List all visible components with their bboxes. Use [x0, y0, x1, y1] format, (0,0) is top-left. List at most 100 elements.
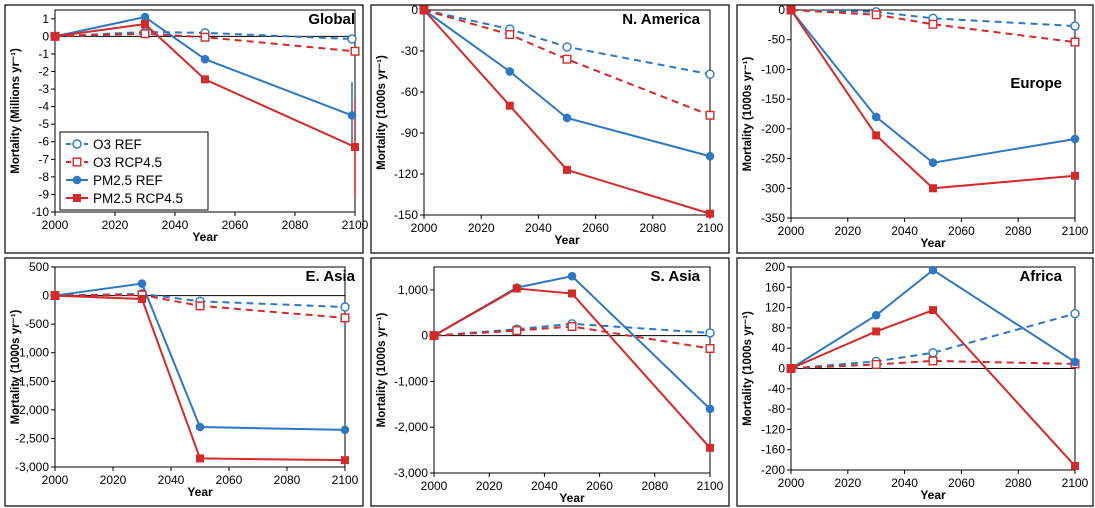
y-tick-label: -3,000	[394, 466, 428, 480]
x-axis-label: Year	[920, 236, 946, 250]
panel-frame	[736, 4, 1094, 254]
data-point	[137, 279, 147, 288]
data-point	[787, 364, 795, 373]
x-tick-label: 2080	[639, 221, 666, 235]
legend-label: PM2.5 RCP4.5	[93, 191, 183, 206]
series-line	[423, 9, 711, 117]
y-tick-label: -160	[761, 443, 785, 457]
y-tick-label: -7	[38, 152, 49, 166]
y-tick-label: 0	[42, 29, 49, 43]
plot-area	[433, 266, 711, 474]
x-tick-label: 2020	[100, 473, 127, 487]
x-axis-label: Year	[920, 488, 946, 502]
x-tick-label: 2060	[586, 479, 613, 493]
x-tick-label: 2040	[158, 473, 185, 487]
data-point	[1070, 357, 1080, 367]
y-tick-label: -120	[761, 422, 785, 436]
data-point	[1070, 134, 1080, 144]
y-tick-label: -9	[38, 187, 49, 201]
y-tick-label: -3	[38, 82, 49, 96]
y-tick-label: -1,000	[394, 374, 428, 388]
x-tick-label: 2100	[697, 479, 724, 493]
series-line	[790, 9, 1076, 44]
y-tick-label: -50	[768, 33, 786, 47]
chart-panel-4: 5000-500-1,000-1,500-2,000-2,500-3,00020…	[4, 257, 364, 507]
panel-frame	[4, 4, 364, 254]
y-tick-label: -5	[38, 117, 49, 131]
y-tick-label: -150	[761, 92, 785, 106]
legend-marker	[72, 157, 82, 167]
x-tick-label: 2000	[421, 479, 448, 493]
y-tick-label: -300	[761, 181, 785, 195]
data-point	[347, 34, 357, 44]
data-point	[705, 110, 715, 120]
x-axis-label: Year	[559, 491, 585, 505]
y-tick-label: -90	[401, 126, 419, 140]
series-line	[433, 287, 711, 449]
y-tick-label: -80	[768, 402, 786, 416]
y-tick-label: -120	[394, 167, 418, 181]
y-tick-label: 1	[42, 12, 49, 26]
data-point	[201, 75, 209, 84]
y-tick-label: -2,000	[394, 420, 428, 434]
y-tick-label: -200	[761, 463, 785, 477]
data-point	[567, 322, 577, 332]
data-point	[563, 165, 571, 174]
series-line	[433, 325, 711, 350]
data-point	[505, 30, 515, 40]
x-tick-label: 2040	[891, 476, 918, 490]
series-line	[790, 308, 1076, 467]
y-tick-label: 500	[29, 260, 49, 274]
y-tick-label: -10	[32, 205, 50, 219]
y-tick-label: -60	[401, 85, 419, 99]
data-point	[562, 42, 572, 52]
series-line	[54, 293, 346, 319]
data-point	[928, 158, 938, 168]
panel-title: Europe	[1010, 75, 1062, 92]
x-tick-label: 2000	[778, 224, 805, 238]
legend-marker	[73, 194, 81, 202]
data-point	[140, 29, 150, 39]
x-tick-label: 2080	[1005, 224, 1032, 238]
data-point	[562, 54, 572, 64]
y-tick-label: -1,500	[15, 374, 49, 388]
data-point	[505, 67, 515, 76]
x-tick-label: 2040	[891, 224, 918, 238]
data-point	[350, 46, 360, 56]
x-tick-label: 2060	[216, 473, 243, 487]
x-tick-label: 2020	[834, 476, 861, 490]
x-axis-label: Year	[192, 230, 218, 244]
data-point	[705, 328, 715, 338]
x-tick-label: 2040	[525, 221, 552, 235]
y-tick-label: -3,000	[15, 460, 49, 474]
data-point	[341, 456, 349, 465]
data-point	[138, 295, 146, 303]
data-point	[705, 404, 715, 414]
y-tick-label: -8	[38, 170, 49, 184]
y-axis-label: Mortality (1000s yr⁻¹)	[742, 56, 754, 171]
data-point	[1070, 308, 1080, 319]
series-line	[54, 292, 346, 308]
y-tick-label: -250	[761, 152, 785, 166]
data-point	[505, 101, 514, 110]
y-tick-label: 160	[765, 280, 785, 294]
series-line	[54, 22, 356, 148]
series-line	[790, 359, 1076, 370]
data-point	[568, 289, 576, 298]
panel-frame	[370, 257, 730, 507]
data-point	[928, 265, 938, 275]
series-line	[54, 294, 346, 462]
data-point	[512, 284, 521, 293]
data-point	[347, 111, 357, 120]
series-line	[54, 282, 346, 431]
data-point	[351, 143, 359, 152]
data-point	[196, 454, 204, 463]
series-line	[54, 30, 353, 40]
data-point	[928, 348, 938, 358]
data-point	[1071, 461, 1079, 470]
data-point	[872, 327, 881, 336]
x-tick-label: 2040	[162, 218, 189, 232]
y-axis-label: Mortality (1000s yr⁻¹)	[376, 312, 388, 427]
legend-marker	[72, 139, 82, 149]
